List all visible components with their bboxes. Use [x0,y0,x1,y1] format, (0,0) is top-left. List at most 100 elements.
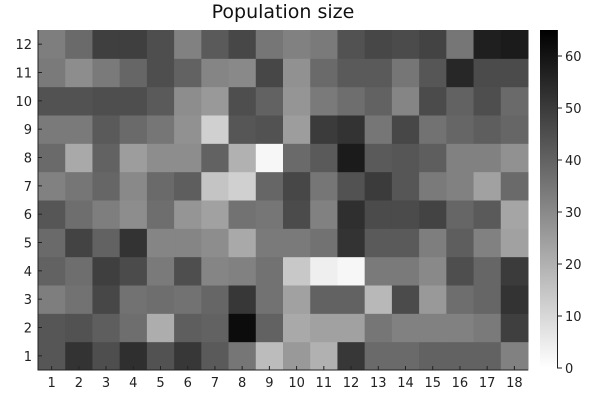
heatmap-cell [446,115,475,144]
heatmap-cell [38,143,66,173]
heatmap-cell [364,143,393,173]
heatmap-cell [255,171,284,201]
heatmap-cell [473,30,502,59]
heatmap-cell [146,256,175,286]
heatmap-cell [119,115,148,144]
heatmap-cell [228,115,257,144]
heatmap-cell [201,341,230,371]
heatmap-cell [337,115,366,144]
heatmap-cells [38,30,529,371]
heatmap-cell [364,313,393,343]
y-tick-label: 5 [24,237,32,252]
heatmap-cell [255,143,284,173]
heatmap-cell [228,228,257,258]
heatmap-cell [391,115,420,144]
heatmap-cell [500,30,529,59]
heatmap-cell [92,143,121,173]
heatmap-cell [119,143,148,173]
heatmap-cell [337,30,366,59]
heatmap-cell [500,200,529,229]
heatmap-cell [283,86,311,116]
heatmap-cell [119,256,148,286]
heatmap-cell [38,86,66,116]
heatmap-cell [119,171,148,201]
heatmap-cell [92,30,121,59]
heatmap-cell [146,313,175,343]
heatmap-cell [364,256,393,286]
heatmap-cell [283,256,311,286]
y-tick-label: 11 [15,67,32,82]
heatmap-cell [419,341,447,371]
colorbar: 0 10 20 30 40 50 60 [540,30,582,377]
heatmap-cell [201,256,230,286]
heatmap-cell [201,30,230,59]
axis-lines [37,30,528,371]
heatmap-cell [283,143,311,173]
heatmap-cell [446,256,475,286]
heatmap-cell [92,341,121,371]
x-tick-label: 12 [343,376,360,391]
heatmap-cell [364,171,393,201]
heatmap-cell [419,313,447,343]
heatmap-cell [500,86,529,116]
heatmap-cell [473,171,502,201]
heatmap-cell [146,58,175,88]
heatmap-cell [146,115,175,144]
heatmap-cell [337,341,366,371]
heatmap-cell [500,171,529,201]
heatmap-cell [473,285,502,314]
heatmap-cell [364,285,393,314]
heatmap-cell [473,313,502,343]
heatmap-cell [65,171,93,201]
heatmap-cell [310,200,338,229]
heatmap-cell [146,341,175,371]
heatmap-cell [38,313,66,343]
heatmap-cell [38,256,66,286]
heatmap-cell [119,58,148,88]
heatmap-cell [500,58,529,88]
x-axis-ticks: 1 2 3 4 5 6 7 8 9 10 11 12 13 14 15 16 17 18 [47,366,523,391]
heatmap-cell [65,200,93,229]
heatmap-cell [310,228,338,258]
heatmap-cell [65,30,93,59]
heatmap-cell [174,115,202,144]
x-tick-label: 3 [102,376,110,391]
heatmap-cell [310,171,338,201]
heatmap-cell [146,171,175,201]
heatmap-cell [255,30,284,59]
heatmap-cell [174,285,202,314]
heatmap-cell [174,313,202,343]
x-tick-label: 10 [288,376,305,391]
heatmap-cell [337,285,366,314]
heatmap-cell [391,86,420,116]
heatmap-cell [92,256,121,286]
heatmap-cell [228,285,257,314]
heatmap-cell [228,341,257,371]
heatmap-cell [92,115,121,144]
heatmap-cell [92,200,121,229]
heatmap-cell [255,58,284,88]
x-tick-label: 18 [506,376,523,391]
heatmap-cell [201,228,230,258]
heatmap-cell [310,30,338,59]
y-tick-label: 7 [24,180,32,195]
heatmap-cell [446,313,475,343]
heatmap-cell [446,171,475,201]
x-tick-label: 1 [47,376,55,391]
heatmap-cell [201,58,230,88]
heatmap-cell [38,115,66,144]
heatmap-cell [310,58,338,88]
heatmap-cell [283,313,311,343]
heatmap-cell [419,256,447,286]
heatmap-cell [119,313,148,343]
colorbar-tick-label: 10 [565,310,582,325]
heatmap-cell [228,256,257,286]
x-tick-label: 4 [129,376,137,391]
heatmap-cell [446,228,475,258]
y-tick-label: 4 [24,265,32,280]
heatmap-cell [228,171,257,201]
x-tick-label: 7 [211,376,219,391]
heatmap-cell [500,115,529,144]
heatmap-cell [174,171,202,201]
